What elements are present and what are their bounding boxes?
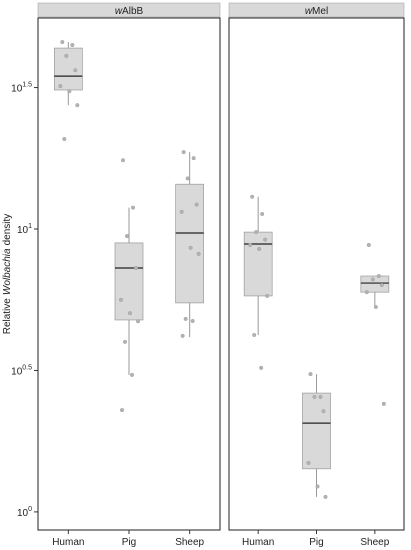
tick-base: 10 — [11, 366, 23, 377]
point — [133, 266, 138, 271]
x-tick-label: Human — [242, 537, 274, 548]
point — [260, 211, 265, 216]
tick-exponent: 1 — [28, 223, 32, 230]
point — [306, 460, 311, 465]
point — [135, 319, 140, 324]
tick-exponent: 1.5 — [22, 82, 32, 89]
box — [360, 275, 390, 293]
x-tick-label: Human — [52, 537, 84, 548]
point — [250, 194, 255, 199]
point — [194, 202, 199, 207]
point — [323, 494, 328, 499]
y-tick-label: 100 — [17, 506, 32, 519]
tick-base: 10 — [11, 84, 23, 95]
box — [243, 231, 273, 297]
y-tick-label: 101.5 — [11, 82, 32, 95]
point — [318, 394, 323, 399]
point — [183, 316, 188, 321]
point — [265, 293, 270, 298]
point — [190, 318, 195, 323]
point — [120, 158, 125, 163]
point — [321, 409, 326, 414]
point — [257, 246, 262, 251]
point — [119, 408, 124, 413]
box — [302, 392, 331, 470]
point — [127, 311, 132, 316]
point — [381, 401, 386, 406]
point — [118, 297, 123, 302]
point — [254, 230, 259, 235]
point — [64, 53, 69, 58]
point — [60, 40, 65, 45]
point — [130, 205, 135, 210]
y-tick-label: 100.5 — [11, 364, 32, 377]
x-tick-label: Sheep — [360, 537, 389, 548]
point — [58, 84, 63, 89]
panel-title-text: AlbB — [122, 6, 143, 17]
y-title-text: Relative — [2, 298, 13, 335]
point — [196, 251, 201, 256]
point — [252, 332, 257, 337]
point — [62, 137, 67, 142]
point — [263, 237, 268, 242]
point — [312, 394, 317, 399]
point — [373, 305, 378, 310]
panel-title-text: Mel — [312, 6, 328, 17]
point — [370, 277, 375, 282]
panel-title: wMel — [305, 6, 328, 17]
y-tick-label: 101 — [17, 223, 32, 236]
y-axis-title: Relative Wolbachia density — [2, 214, 13, 335]
point — [259, 365, 264, 370]
point — [124, 234, 129, 239]
point — [185, 176, 190, 181]
tick-exponent: 0 — [28, 506, 32, 513]
box — [175, 183, 205, 304]
point — [188, 245, 193, 250]
tick-base: 10 — [17, 225, 29, 236]
x-tick-label: Pig — [122, 537, 136, 548]
point — [191, 156, 196, 161]
point — [364, 290, 369, 295]
point — [75, 103, 80, 108]
tick-exponent: 0.5 — [22, 364, 32, 371]
point — [308, 372, 313, 377]
y-title-text: density — [2, 214, 13, 246]
point — [179, 209, 184, 214]
point — [73, 68, 78, 73]
box — [114, 242, 144, 321]
box — [53, 47, 83, 91]
strip — [228, 2, 405, 18]
point — [181, 150, 186, 155]
x-tick-label: Pig — [309, 537, 323, 548]
panel-title-italic: w — [115, 6, 123, 17]
y-title-italic: Wolbachia — [2, 248, 13, 295]
point — [379, 282, 384, 287]
point — [67, 89, 72, 94]
strip — [37, 2, 221, 18]
point — [129, 372, 134, 377]
point — [315, 484, 320, 489]
point — [70, 43, 75, 48]
point — [248, 242, 253, 247]
panel-title-italic: w — [305, 6, 313, 17]
panel-title: wAlbB — [115, 6, 144, 17]
point — [366, 242, 371, 247]
point — [376, 274, 381, 279]
point — [122, 339, 127, 344]
x-tick-label: Sheep — [175, 537, 204, 548]
tick-base: 10 — [17, 508, 29, 519]
point — [180, 333, 185, 338]
